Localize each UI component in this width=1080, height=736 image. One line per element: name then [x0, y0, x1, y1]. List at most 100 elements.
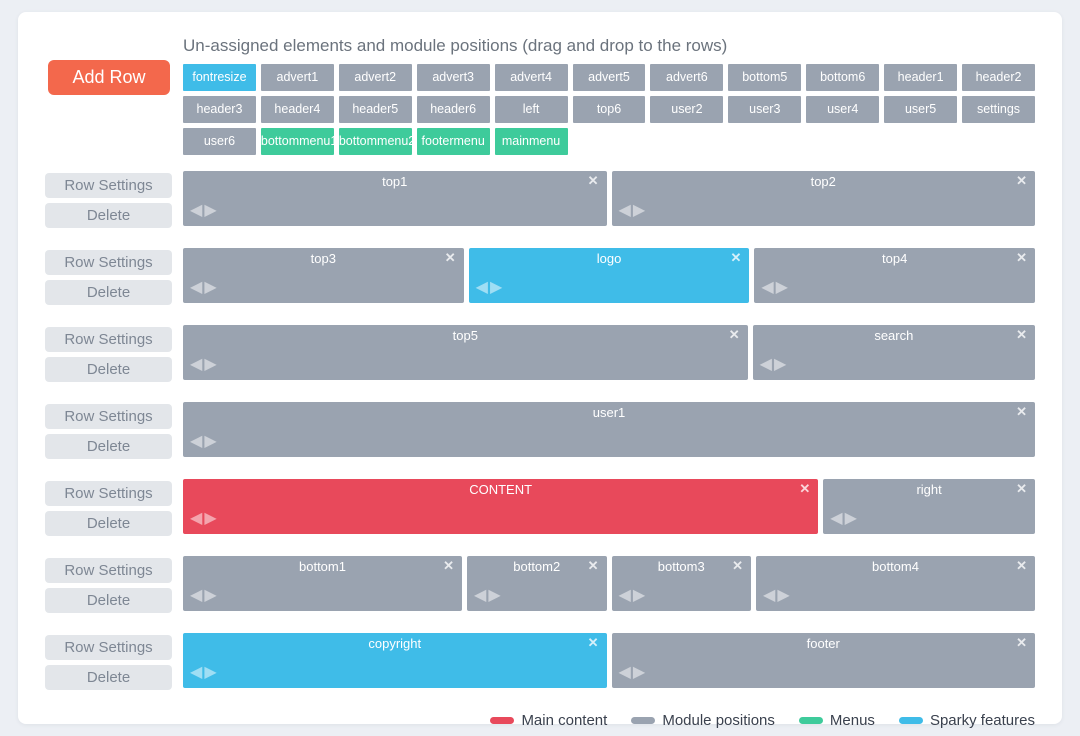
close-icon[interactable]: ✕	[1016, 635, 1027, 650]
unassigned-chip-fontresize[interactable]: fontresize	[183, 64, 256, 91]
row-settings-button[interactable]: Row Settings	[45, 173, 172, 198]
close-icon[interactable]: ✕	[443, 558, 454, 573]
arrow-left-icon[interactable]: ◀	[474, 587, 487, 604]
position-block-footer[interactable]: footer ✕ ◀ ▶	[611, 633, 1035, 688]
arrow-right-icon[interactable]: ▶	[204, 664, 217, 681]
arrow-right-icon[interactable]: ▶	[204, 356, 217, 373]
unassigned-chip-user4[interactable]: user4	[806, 96, 880, 123]
row-settings-button[interactable]: Row Settings	[45, 481, 172, 506]
unassigned-chip-top6[interactable]: top6	[572, 96, 646, 123]
arrow-left-icon[interactable]: ◀	[190, 664, 203, 681]
close-icon[interactable]: ✕	[444, 250, 456, 265]
close-icon[interactable]: ✕	[1016, 404, 1027, 419]
arrow-right-icon[interactable]: ▶	[632, 202, 646, 219]
arrow-right-icon[interactable]: ▶	[489, 279, 503, 296]
unassigned-chip-bottom6[interactable]: bottom6	[806, 64, 880, 91]
arrow-left-icon[interactable]: ◀	[475, 279, 488, 296]
unassigned-chip-user5[interactable]: user5	[884, 96, 958, 123]
position-block-search[interactable]: search ✕ ◀ ▶	[752, 325, 1035, 380]
row-settings-button[interactable]: Row Settings	[45, 635, 172, 660]
arrow-left-icon[interactable]: ◀	[190, 433, 203, 450]
unassigned-chip-advert2[interactable]: advert2	[338, 64, 412, 91]
arrow-right-icon[interactable]: ▶	[632, 664, 646, 681]
arrow-right-icon[interactable]: ▶	[204, 510, 217, 527]
arrow-right-icon[interactable]: ▶	[773, 356, 787, 373]
arrow-right-icon[interactable]: ▶	[204, 433, 217, 450]
unassigned-chip-advert3[interactable]: advert3	[416, 64, 490, 91]
close-icon[interactable]: ✕	[728, 327, 740, 342]
close-icon[interactable]: ✕	[1016, 558, 1027, 573]
delete-row-button[interactable]: Delete	[45, 511, 172, 536]
unassigned-chip-mainmenu[interactable]: mainmenu	[494, 128, 568, 155]
row-settings-button[interactable]: Row Settings	[45, 327, 172, 352]
unassigned-chip-settings[interactable]: settings	[962, 96, 1035, 123]
position-block-copyright[interactable]: copyright ✕ ◀ ▶	[183, 633, 607, 688]
delete-row-button[interactable]: Delete	[45, 665, 172, 690]
arrow-left-icon[interactable]: ◀	[190, 510, 203, 527]
delete-row-button[interactable]: Delete	[45, 280, 172, 305]
unassigned-chip-header3[interactable]: header3	[183, 96, 256, 123]
position-block-logo[interactable]: logo ✕ ◀ ▶	[468, 248, 750, 303]
close-icon[interactable]: ✕	[732, 558, 743, 573]
close-icon[interactable]: ✕	[587, 173, 599, 188]
unassigned-chip-user2[interactable]: user2	[650, 96, 724, 123]
position-block-bottom1[interactable]: bottom1 ✕ ◀ ▶	[183, 556, 462, 611]
position-block-top2[interactable]: top2 ✕ ◀ ▶	[611, 171, 1035, 226]
close-icon[interactable]: ✕	[1016, 481, 1027, 496]
arrow-left-icon[interactable]: ◀	[759, 356, 772, 373]
position-block-top1[interactable]: top1 ✕ ◀ ▶	[183, 171, 607, 226]
unassigned-chip-header5[interactable]: header5	[338, 96, 412, 123]
close-icon[interactable]: ✕	[587, 558, 599, 573]
unassigned-chip-bottommenu2[interactable]: bottommenu2	[338, 128, 412, 155]
close-icon[interactable]: ✕	[730, 250, 742, 265]
unassigned-chip-header4[interactable]: header4	[260, 96, 334, 123]
close-icon[interactable]: ✕	[1016, 327, 1027, 342]
arrow-left-icon[interactable]: ◀	[190, 202, 203, 219]
position-block-bottom4[interactable]: bottom4 ✕ ◀ ▶	[756, 556, 1035, 611]
close-icon[interactable]: ✕	[1016, 250, 1028, 265]
position-block-CONTENT[interactable]: CONTENT ✕ ◀ ▶	[183, 479, 819, 534]
unassigned-chip-bottom5[interactable]: bottom5	[728, 64, 802, 91]
unassigned-chip-footermenu[interactable]: footermenu	[416, 128, 490, 155]
delete-row-button[interactable]: Delete	[45, 434, 172, 459]
delete-row-button[interactable]: Delete	[45, 357, 172, 382]
unassigned-chip-advert1[interactable]: advert1	[260, 64, 334, 91]
unassigned-chip-advert6[interactable]: advert6	[650, 64, 724, 91]
position-block-user1[interactable]: user1 ✕ ◀ ▶	[183, 402, 1035, 457]
row-settings-button[interactable]: Row Settings	[45, 404, 172, 429]
arrow-right-icon[interactable]: ▶	[777, 587, 790, 604]
unassigned-chip-header1[interactable]: header1	[884, 64, 958, 91]
arrow-left-icon[interactable]: ◀	[190, 356, 203, 373]
position-block-bottom2[interactable]: bottom2 ✕ ◀ ▶	[467, 556, 607, 611]
arrow-right-icon[interactable]: ▶	[204, 587, 217, 604]
unassigned-chip-left[interactable]: left	[494, 96, 568, 123]
arrow-right-icon[interactable]: ▶	[488, 587, 501, 604]
unassigned-chip-header2[interactable]: header2	[962, 64, 1035, 91]
arrow-left-icon[interactable]: ◀	[190, 279, 203, 296]
delete-row-button[interactable]: Delete	[45, 588, 172, 613]
arrow-left-icon[interactable]: ◀	[761, 279, 774, 296]
arrow-left-icon[interactable]: ◀	[830, 510, 843, 527]
position-block-right[interactable]: right ✕ ◀ ▶	[823, 479, 1035, 534]
position-block-top4[interactable]: top4 ✕ ◀ ▶	[754, 248, 1036, 303]
arrow-right-icon[interactable]: ▶	[632, 587, 646, 604]
arrow-left-icon[interactable]: ◀	[190, 587, 203, 604]
arrow-right-icon[interactable]: ▶	[775, 279, 788, 296]
unassigned-chip-user3[interactable]: user3	[728, 96, 802, 123]
position-block-top5[interactable]: top5 ✕ ◀ ▶	[183, 325, 748, 380]
arrow-left-icon[interactable]: ◀	[618, 587, 631, 604]
unassigned-chip-advert4[interactable]: advert4	[494, 64, 568, 91]
position-block-top3[interactable]: top3 ✕ ◀ ▶	[183, 248, 464, 303]
close-icon[interactable]: ✕	[587, 635, 599, 650]
arrow-right-icon[interactable]: ▶	[204, 202, 217, 219]
arrow-left-icon[interactable]: ◀	[618, 202, 631, 219]
arrow-left-icon[interactable]: ◀	[618, 664, 631, 681]
arrow-right-icon[interactable]: ▶	[204, 279, 217, 296]
row-settings-button[interactable]: Row Settings	[45, 250, 172, 275]
unassigned-chip-advert5[interactable]: advert5	[572, 64, 646, 91]
position-block-bottom3[interactable]: bottom3 ✕ ◀ ▶	[611, 556, 751, 611]
arrow-left-icon[interactable]: ◀	[763, 587, 776, 604]
delete-row-button[interactable]: Delete	[45, 203, 172, 228]
row-settings-button[interactable]: Row Settings	[45, 558, 172, 583]
close-icon[interactable]: ✕	[799, 481, 811, 496]
